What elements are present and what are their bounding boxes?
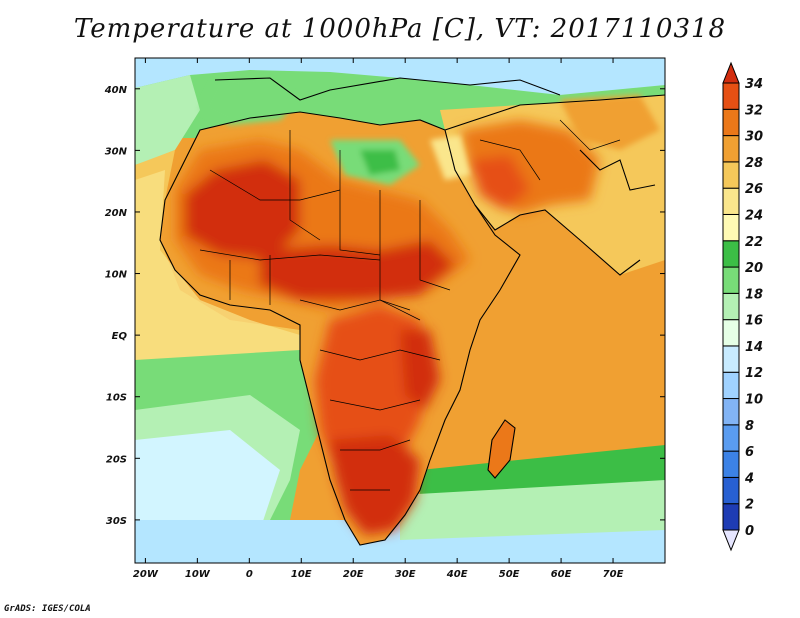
indian-ocean <box>470 260 665 470</box>
lat-label: 20N <box>105 208 128 219</box>
colorbar-label: 2 <box>745 498 754 513</box>
subtropical-atlantic-yellow <box>135 170 300 360</box>
colorbar-label: 32 <box>745 103 763 118</box>
colorbar-box <box>722 398 740 426</box>
colorbar-box <box>722 345 740 373</box>
colorbar-label: 30 <box>745 130 763 145</box>
colorbar-label: 14 <box>745 340 763 355</box>
colorbar-label: 12 <box>745 366 763 381</box>
lon-label: 20E <box>343 569 364 580</box>
longitude-labels: 20W 10W 0 10E 20E 30E 40E 50E 60E 70E <box>133 569 624 580</box>
map-title: Temperature at 1000hPa [C], VT: 20171103… <box>73 14 727 44</box>
country-borders <box>199 119 621 491</box>
latitude-labels: 40N 30N 20N 10N EQ 10S 20S 30S <box>104 85 128 527</box>
colorbar-box <box>722 319 740 347</box>
colorbar-box <box>722 240 740 268</box>
colorbar-label: 34 <box>745 77 763 92</box>
colorbar-box <box>722 108 740 137</box>
lon-label: 20W <box>133 569 159 580</box>
colorbar-box <box>722 450 740 478</box>
latitude-ticks <box>135 88 665 521</box>
lat-label: 30N <box>105 146 128 157</box>
colorbar-box <box>722 161 740 189</box>
lat-label: 10N <box>105 270 128 281</box>
credit-text: GrADS: IGES/COLA <box>4 604 91 614</box>
coastlines <box>159 77 665 546</box>
lat-label: 10S <box>106 393 127 404</box>
colorbar-label: 16 <box>745 314 763 329</box>
lon-label: 0 <box>246 569 253 580</box>
mediterranean-band <box>135 58 665 95</box>
colorbar-box <box>722 213 740 242</box>
colorbar-label: 10 <box>745 393 763 408</box>
lon-label: 10W <box>185 569 211 580</box>
north-atlantic-band <box>135 75 200 165</box>
map-frame <box>134 57 666 564</box>
colorbar-label: 4 <box>744 471 754 486</box>
colorbar-box <box>722 503 740 531</box>
lat-label: 30S <box>106 516 127 527</box>
colorbar-box <box>722 371 740 400</box>
lat-label: 20S <box>106 454 127 465</box>
madagascar <box>488 420 515 478</box>
longitude-ticks <box>144 58 614 563</box>
colorbar-label: 26 <box>745 182 763 197</box>
colorbar-box <box>722 424 740 452</box>
colorbar-box <box>722 82 740 110</box>
heat-field <box>175 120 600 535</box>
colorbar-label: 8 <box>745 419 754 434</box>
lon-label: 30E <box>395 569 416 580</box>
lon-label: 10E <box>291 569 312 580</box>
southern-indian-pale <box>400 480 665 540</box>
lat-label: 40N <box>104 85 128 96</box>
colorbar-box <box>722 187 740 215</box>
south-atlantic-light <box>135 430 280 540</box>
colorbar-label: 20 <box>745 261 763 276</box>
colorbar-lower-arrow <box>722 529 740 552</box>
colorbar-label: 24 <box>745 208 763 223</box>
colorbar-box <box>722 266 740 294</box>
lat-label: EQ <box>112 331 128 342</box>
colorbar-box <box>722 476 740 505</box>
colorbar-label: 22 <box>745 235 763 250</box>
colorbar-box <box>722 292 740 321</box>
colorbar-label: 6 <box>745 445 754 460</box>
lon-label: 70E <box>603 569 624 580</box>
colorbar-box <box>722 135 740 163</box>
north-cool-patches <box>200 78 660 185</box>
lon-label: 40E <box>446 569 468 580</box>
colorbar-label: 18 <box>745 287 763 302</box>
colorbar-label: 0 <box>745 524 754 539</box>
map-field <box>135 58 665 563</box>
colorbar-label: 28 <box>745 156 763 171</box>
lon-label: 60E <box>551 569 572 580</box>
lon-label: 50E <box>499 569 520 580</box>
colorbar-upper-arrow <box>722 61 740 84</box>
